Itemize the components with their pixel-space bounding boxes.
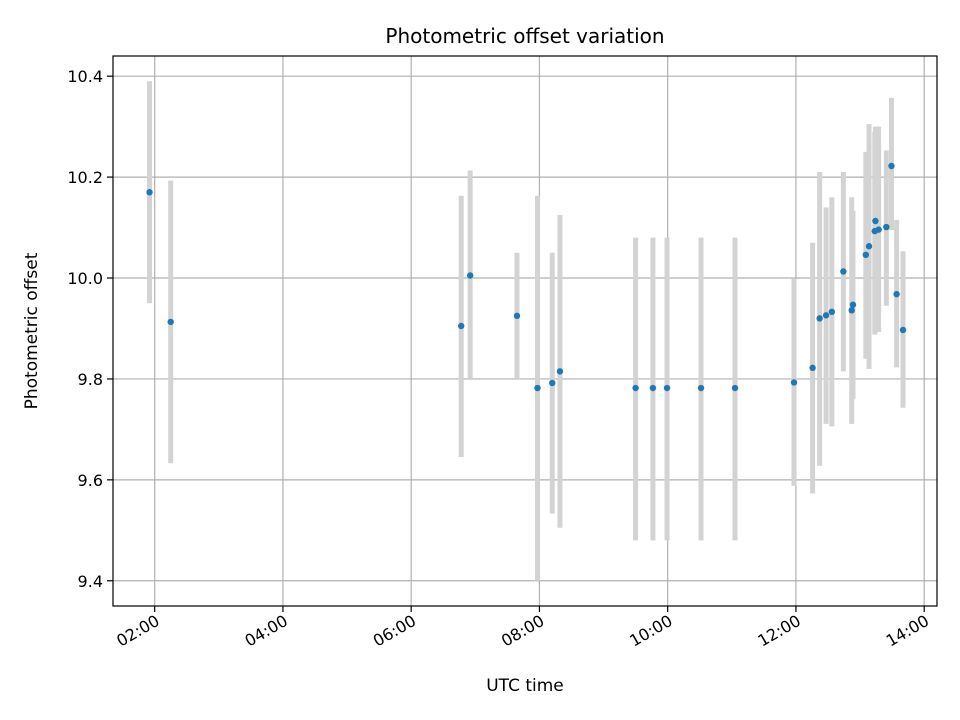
- data-point: [167, 318, 174, 326]
- data-point: [457, 322, 465, 330]
- data-point: [632, 384, 639, 392]
- x-axis-label: UTC time: [486, 676, 564, 696]
- data-point: [663, 384, 671, 392]
- data-point: [828, 308, 836, 316]
- data-point: [875, 226, 882, 233]
- y-tick-label: 9.6: [78, 471, 103, 490]
- data-point: [556, 368, 564, 375]
- data-point: [849, 301, 857, 308]
- data-point: [893, 290, 900, 298]
- data-point: [146, 189, 153, 196]
- chart-title: Photometric offset variation: [385, 24, 664, 48]
- data-point: [840, 268, 847, 275]
- y-tick-label: 10.0: [67, 269, 103, 288]
- y-tick-label: 9.4: [78, 572, 103, 591]
- data-point: [513, 312, 521, 320]
- data-point: [822, 312, 830, 319]
- data-point: [872, 217, 879, 225]
- data-point: [862, 251, 870, 259]
- data-point: [731, 384, 739, 392]
- data-point: [466, 272, 474, 279]
- data-point: [888, 162, 895, 170]
- data-point: [865, 243, 873, 250]
- data-point: [809, 364, 816, 372]
- data-point: [697, 384, 705, 392]
- y-tick-label: 10.4: [67, 67, 103, 86]
- y-axis-ticks: 9.4 9.6 9.8 10.0 10.2 10.4: [67, 67, 113, 591]
- data-point: [649, 384, 657, 392]
- data-point: [549, 379, 556, 387]
- plot-area-frame: [112, 55, 938, 607]
- data-point: [848, 307, 855, 314]
- data-point: [534, 384, 541, 392]
- data-points: [146, 162, 907, 392]
- y-tick-label: 9.8: [78, 370, 103, 389]
- data-point: [790, 379, 798, 386]
- y-axis-label: Photometric offset: [22, 252, 42, 409]
- data-point: [883, 223, 890, 231]
- y-tick-label: 10.2: [67, 168, 103, 187]
- data-point: [899, 326, 907, 334]
- data-point: [816, 315, 823, 322]
